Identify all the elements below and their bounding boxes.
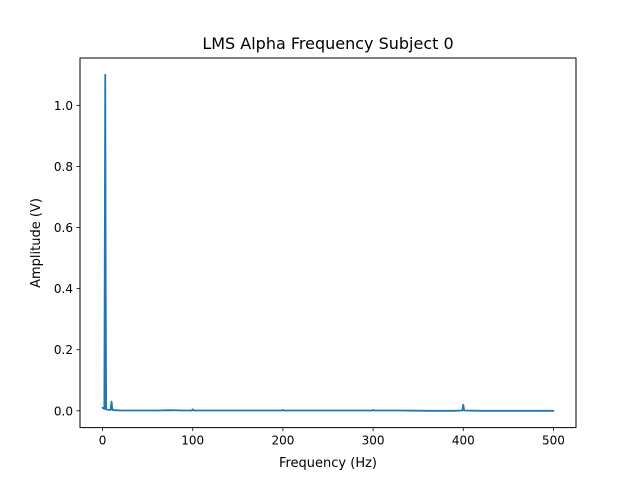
y-tick-label: 0.6 [54, 221, 73, 235]
x-tick-label: 300 [362, 434, 385, 448]
x-axis-ticks: 0 100 200 300 400 500 [99, 427, 565, 448]
y-axis-ticks: 0.0 0.2 0.4 0.6 0.8 1.0 [54, 99, 80, 418]
y-tick-label: 0.4 [54, 282, 73, 296]
x-tick-label: 400 [452, 434, 475, 448]
x-tick-label: 100 [181, 434, 204, 448]
series-layer [101, 73, 555, 412]
chart-title: LMS Alpha Frequency Subject 0 [202, 34, 453, 53]
y-tick-label: 1.0 [54, 99, 73, 113]
x-axis-label: Frequency (Hz) [279, 456, 377, 471]
plot-area [80, 58, 576, 428]
x-tick-label: 0 [99, 434, 107, 448]
y-tick-label: 0.2 [54, 343, 73, 357]
x-tick-label: 500 [542, 434, 565, 448]
x-tick-label: 200 [271, 434, 294, 448]
y-tick-label: 0.0 [54, 404, 73, 418]
y-tick-label: 0.8 [54, 160, 73, 174]
plot-frame [79, 57, 577, 429]
y-axis-label: Amplitude (V) [29, 198, 44, 288]
series-line-0 [101, 73, 555, 412]
